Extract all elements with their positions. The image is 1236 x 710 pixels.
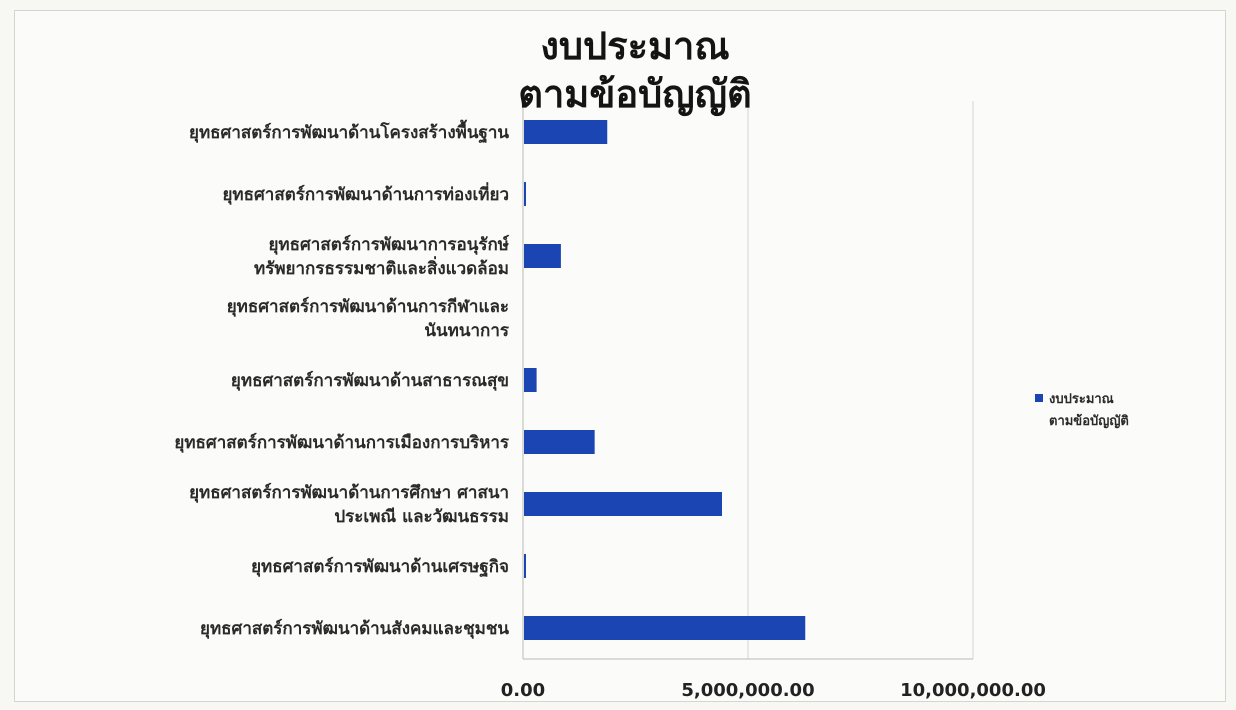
bar-1 <box>524 182 526 206</box>
legend: งบประมาณตามข้อบัญญัติ <box>1035 392 1129 429</box>
x-tick-label-1: 5,000,000.00 <box>681 680 814 701</box>
category-label-2-line-0: ยุทธศาสตร์การพัฒนาการอนุรักษ์ <box>268 234 509 255</box>
x-tick-label-0: 0.00 <box>501 680 545 701</box>
category-label-3-line-0: ยุทธศาสตร์การพัฒนาด้านการกีฬาและ <box>227 296 509 317</box>
category-label-4: ยุทธศาสตร์การพัฒนาด้านสาธารณสุข <box>231 370 509 391</box>
bar-chart: ยุทธศาสตร์การพัฒนาด้านโครงสร้างพื้นฐานยุ… <box>174 24 1129 701</box>
bar-4 <box>524 368 537 392</box>
category-label-5: ยุทธศาสตร์การพัฒนาด้านการเมืองการบริหาร <box>174 432 509 453</box>
bar-8 <box>524 616 806 640</box>
legend-label: งบประมาณตามข้อบัญญัติ <box>1049 392 1129 429</box>
category-label-0: ยุทธศาสตร์การพัฒนาด้านโครงสร้างพื้นฐาน <box>189 119 509 144</box>
category-label-6-line-1: ประเพณี และวัฒนธรรม <box>334 506 509 527</box>
legend-label-line-0: งบประมาณ <box>1049 392 1114 407</box>
chart-frame: ยุทธศาสตร์การพัฒนาด้านโครงสร้างพื้นฐานยุ… <box>14 10 1226 702</box>
bar-5 <box>524 430 595 454</box>
bar-2 <box>524 244 561 268</box>
chart-title-line-0: งบประมาณ <box>540 24 729 68</box>
bar-7 <box>524 554 526 578</box>
bar-0 <box>524 120 608 144</box>
bar-6 <box>524 492 722 516</box>
legend-swatch <box>1035 394 1043 402</box>
axes <box>522 101 973 660</box>
category-labels: ยุทธศาสตร์การพัฒนาด้านโครงสร้างพื้นฐานยุ… <box>174 119 509 639</box>
chart-title: งบประมาณตามข้อบัญญัติ <box>518 24 751 116</box>
x-tick-labels: 0.00 5,000,000.00 10,000,000.00 <box>501 680 1046 701</box>
category-label-8: ยุทธศาสตร์การพัฒนาด้านสังคมและชุมชน <box>200 618 509 639</box>
category-label-6-line-0: ยุทธศาสตร์การพัฒนาด้านการศึกษา ศาสนา <box>189 482 509 503</box>
category-label-7: ยุทธศาสตร์การพัฒนาด้านเศรษฐกิจ <box>251 556 509 578</box>
x-tick-label-2: 10,000,000.00 <box>900 680 1046 701</box>
chart-title-line-1: ตามข้อบัญญัติ <box>518 72 751 116</box>
legend-label-line-1: ตามข้อบัญญัติ <box>1049 413 1129 429</box>
category-label-1: ยุทธศาสตร์การพัฒนาด้านการท่องเที่ยว <box>222 182 509 205</box>
gridlines <box>747 101 974 659</box>
category-label-2-line-1: ทรัพยากรธรรมชาติและสิ่งแวดล้อม <box>254 256 509 279</box>
category-label-3-line-1: นันทนาการ <box>424 321 509 341</box>
bars <box>524 120 806 640</box>
